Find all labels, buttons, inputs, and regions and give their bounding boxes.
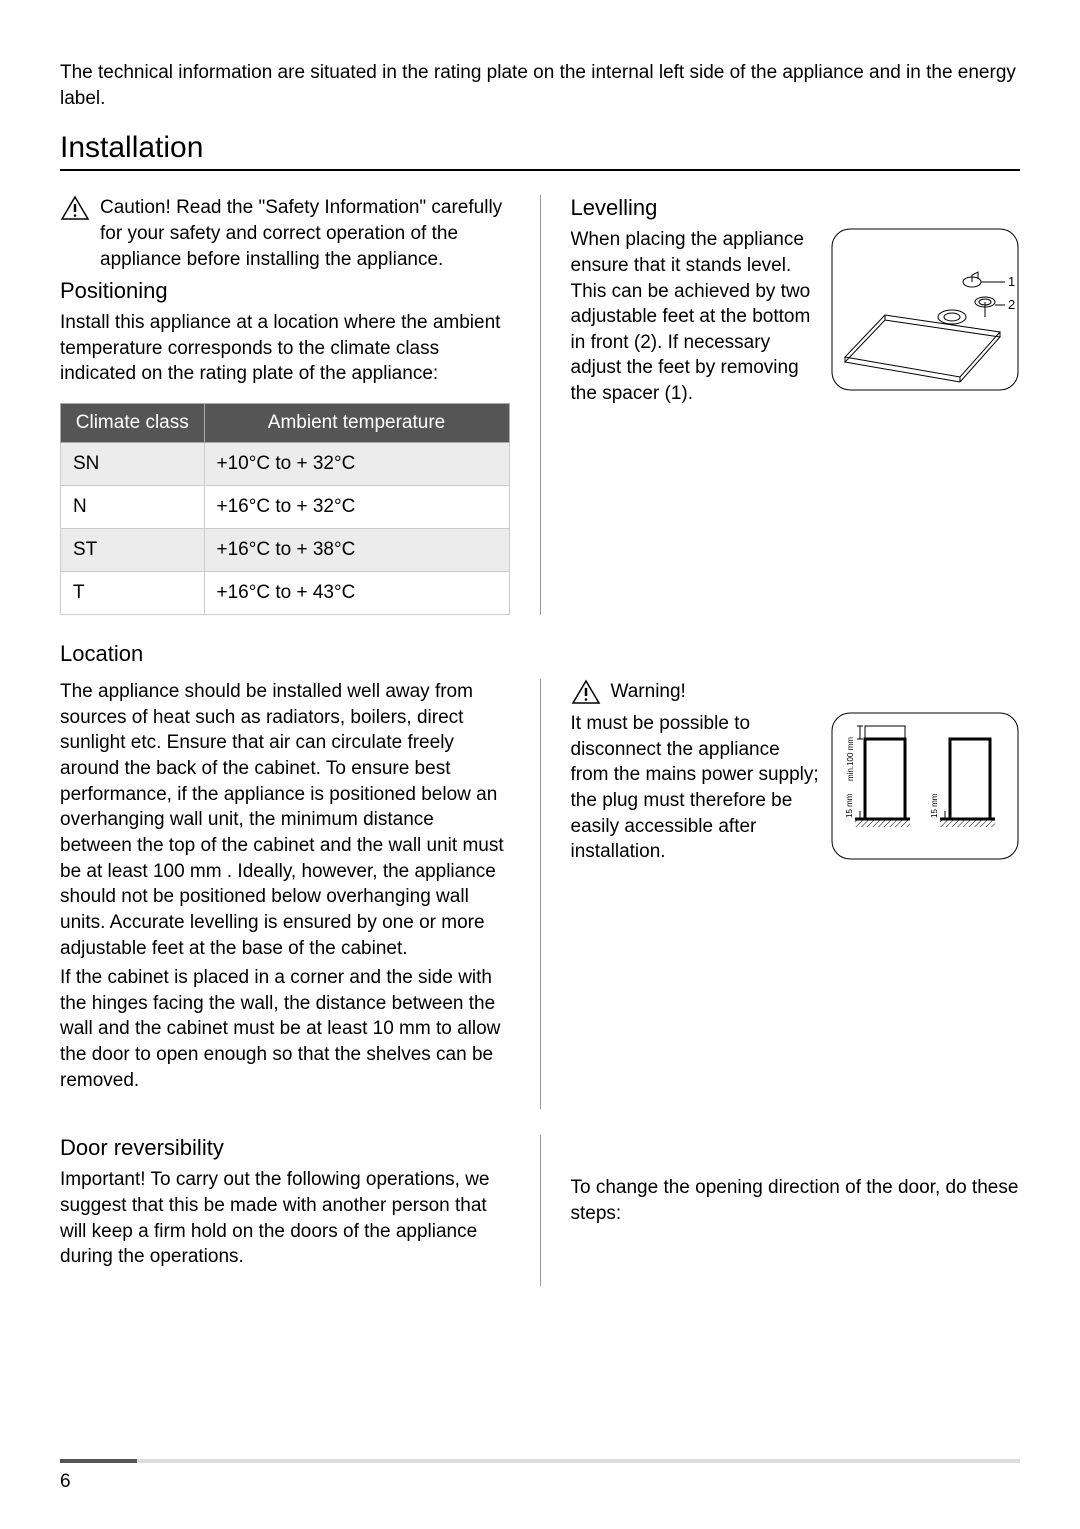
column-divider — [540, 195, 541, 615]
location-text-1: The appliance should be installed well a… — [60, 679, 510, 961]
table-row: SN +10°C to + 32°C — [61, 443, 510, 486]
table-row: ST +16°C to + 38°C — [61, 529, 510, 572]
table-cell: +10°C to + 32°C — [204, 443, 509, 486]
table-cell: +16°C to + 43°C — [204, 572, 509, 615]
column-divider — [540, 679, 541, 1109]
caution-triangle-icon — [60, 195, 90, 221]
left-col-3: Door reversibility Important! To carry o… — [60, 1135, 510, 1286]
warning-label-wrap: Warning! — [611, 679, 686, 705]
table-cell: +16°C to + 38°C — [204, 529, 509, 572]
caution-row: Caution! Read the "Safety Information" c… — [60, 195, 510, 272]
levelling-diagram: 1 2 — [830, 227, 1020, 392]
clearance-diagram: min.100 mm 15 mm 15 mm — [830, 711, 1020, 861]
warning-text: It must be possible to disconnect the ap… — [571, 711, 823, 865]
warning-row: Warning! — [571, 679, 1021, 705]
warning-triangle-icon — [571, 679, 601, 705]
table-cell: N — [61, 486, 205, 529]
location-row: The appliance should be installed well a… — [60, 679, 1020, 1109]
table-cell: +16°C to + 32°C — [204, 486, 509, 529]
left-col-2: The appliance should be installed well a… — [60, 679, 510, 1109]
important-label: Important! — [60, 1169, 146, 1190]
table-cell: T — [61, 572, 205, 615]
door-heading: Door reversibility — [60, 1135, 510, 1161]
table-row: N +16°C to + 32°C — [61, 486, 510, 529]
level-label-1: 1 — [1008, 274, 1015, 289]
right-col-1: Levelling 1 2 W — [571, 195, 1021, 615]
page-number: 6 — [60, 1471, 71, 1493]
caution-label: Caution! — [100, 197, 171, 218]
section-title: Installation — [60, 131, 1020, 171]
positioning-text: Install this appliance at a location whe… — [60, 310, 510, 387]
warning-label: Warning! — [611, 681, 686, 702]
level-label-2: 2 — [1008, 297, 1015, 312]
dim-15mm-left: 15 mm — [845, 793, 854, 818]
right-col-2: Warning! min.100 mm 15 mm — [571, 679, 1021, 1109]
intro-text: The technical information are situated i… — [60, 60, 1020, 111]
location-text-2: If the cabinet is placed in a corner and… — [60, 965, 510, 1093]
table-header-climate: Climate class — [61, 404, 205, 443]
left-col-1: Caution! Read the "Safety Information" c… — [60, 195, 510, 615]
door-important: Important! To carry out the following op… — [60, 1167, 510, 1270]
footer-line — [60, 1459, 1020, 1463]
dim-15mm-right: 15 mm — [930, 793, 939, 818]
levelling-heading: Levelling — [571, 195, 1021, 221]
caution-positioning-row: Caution! Read the "Safety Information" c… — [60, 195, 1020, 615]
door-right-text: To change the opening direction of the d… — [571, 1175, 1021, 1226]
table-cell: SN — [61, 443, 205, 486]
column-divider — [540, 1135, 541, 1286]
positioning-heading: Positioning — [60, 278, 510, 304]
dim-100mm: min.100 mm — [846, 737, 855, 781]
table-header-ambient: Ambient temperature — [204, 404, 509, 443]
table-row: T +16°C to + 43°C — [61, 572, 510, 615]
levelling-text: When placing the appliance ensure that i… — [571, 227, 823, 406]
table-cell: ST — [61, 529, 205, 572]
climate-table: Climate class Ambient temperature SN +10… — [60, 403, 510, 615]
door-row: Door reversibility Important! To carry o… — [60, 1135, 1020, 1286]
right-col-3: To change the opening direction of the d… — [571, 1135, 1021, 1286]
caution-text: Caution! Read the "Safety Information" c… — [100, 195, 510, 272]
location-heading: Location — [60, 641, 1020, 667]
